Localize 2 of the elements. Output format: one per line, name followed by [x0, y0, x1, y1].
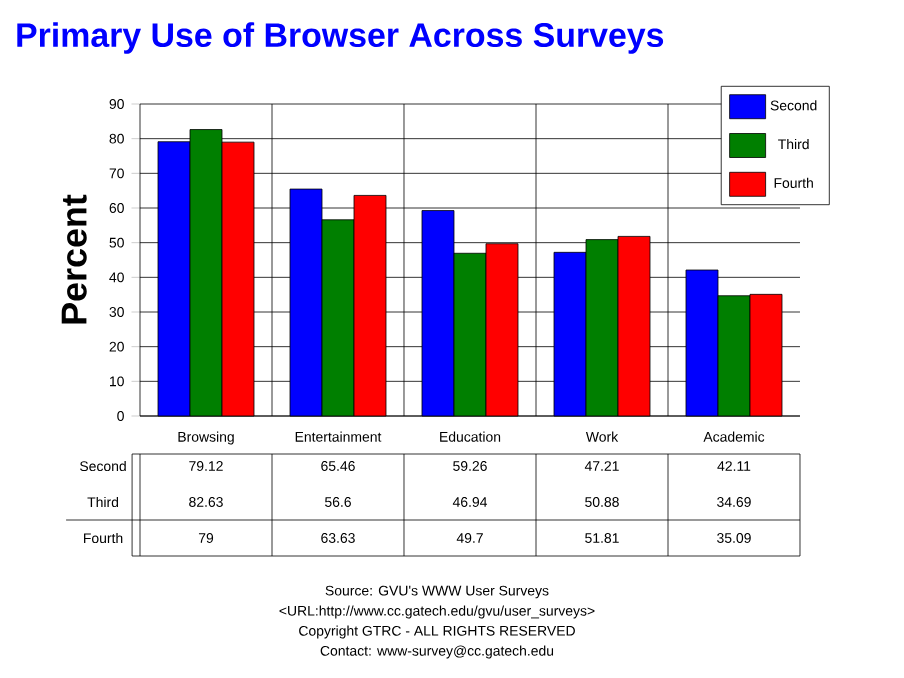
y-axis-title: Percent: [61, 194, 87, 324]
chart-title: Primary Use of Browser Across Surveys: [17, 22, 664, 54]
